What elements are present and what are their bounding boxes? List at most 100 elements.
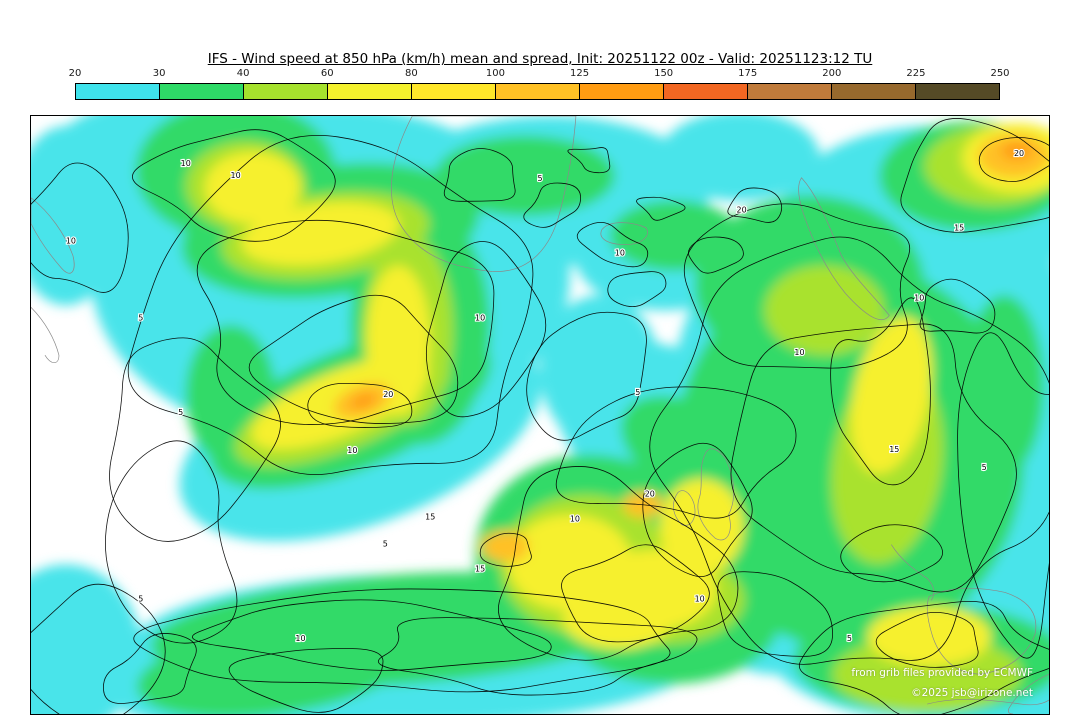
coastline bbox=[31, 307, 60, 364]
spread-contour-line bbox=[103, 633, 197, 704]
contour-label: 15 bbox=[425, 513, 435, 522]
contour-label: 10 bbox=[914, 293, 924, 302]
spread-contour-line bbox=[957, 332, 1049, 659]
spread-contour-line bbox=[523, 182, 581, 228]
contour-label: 5 bbox=[537, 174, 542, 183]
spread-contour-line bbox=[31, 162, 129, 293]
attribution: from grib files provided by ECMWF ©2025 … bbox=[851, 664, 1033, 704]
spread-contour-line bbox=[919, 278, 996, 334]
colorbar-segment bbox=[412, 84, 496, 99]
colorbar-ticks: 20 30 40 60 80 100 125 150 175 200 225 250 bbox=[69, 68, 1010, 81]
coastline bbox=[927, 699, 1049, 706]
coastline bbox=[391, 116, 577, 272]
contour-label: 15 bbox=[475, 564, 485, 573]
spread-contour-line bbox=[307, 382, 413, 428]
wind-field-blob-orange bbox=[350, 392, 377, 410]
contour-label: 20 bbox=[383, 390, 393, 399]
attribution-ecmwf: from grib files provided by ECMWF bbox=[851, 667, 1033, 680]
spread-contour-line bbox=[642, 442, 753, 577]
spread-contour-line bbox=[443, 148, 516, 202]
wind-field-layer bbox=[31, 116, 1049, 714]
spread-contour-line bbox=[717, 571, 833, 657]
contour-label: 20 bbox=[737, 206, 747, 215]
colorbar-tick: 60 bbox=[320, 68, 334, 79]
spread-contour-line bbox=[875, 611, 979, 668]
contour-label: 5 bbox=[178, 408, 183, 417]
colorbar-tick: 80 bbox=[404, 68, 418, 79]
contour-lines-layer bbox=[31, 118, 1049, 714]
wind-field-blob-green bbox=[609, 200, 740, 271]
spread-contour-line bbox=[649, 236, 1049, 665]
colorbar-tick: 30 bbox=[152, 68, 166, 79]
wind-field-blob-yellow bbox=[659, 478, 744, 575]
map-frame: 10 10 10 5 5 20 10 15 5 10 5 15 10 20 10 20 5 10 10 5 10 10 15… bbox=[30, 115, 1050, 715]
contour-label: 20 bbox=[1014, 149, 1024, 158]
wind-field-blob-green bbox=[435, 135, 615, 216]
contour-label: 5 bbox=[982, 463, 987, 472]
spread-contour-line bbox=[425, 241, 547, 418]
colorbar-tick: 250 bbox=[990, 68, 1010, 79]
colorbar-tick: 200 bbox=[822, 68, 842, 79]
spread-contour-line bbox=[727, 187, 783, 223]
contour-label: 10 bbox=[66, 237, 76, 246]
contour-label: 10 bbox=[615, 249, 625, 258]
wind-field-blob-yellow bbox=[867, 606, 992, 667]
colorbar-segment bbox=[580, 84, 664, 99]
coastline bbox=[926, 587, 1037, 675]
colorbar-tick: 150 bbox=[654, 68, 674, 79]
spread-contour-line bbox=[830, 297, 931, 486]
spread-contour-line bbox=[636, 196, 686, 221]
coastline bbox=[31, 197, 75, 274]
spread-contour-line bbox=[900, 118, 1049, 233]
contour-label: 10 bbox=[295, 634, 305, 643]
spread-contour-line bbox=[607, 271, 667, 307]
attribution-copyright: ©2025 jsb@irizone.net bbox=[911, 687, 1033, 700]
contour-label: 10 bbox=[794, 348, 804, 357]
colorbar-segment bbox=[244, 84, 328, 99]
wind-field-blob-orange bbox=[1001, 141, 1034, 160]
contour-label: 10 bbox=[695, 594, 705, 603]
colorbar-segment bbox=[76, 84, 160, 99]
colorbar-segment bbox=[328, 84, 412, 99]
colorbar-segment bbox=[748, 84, 832, 99]
colorbar-tick: 100 bbox=[485, 68, 505, 79]
spread-contour-line bbox=[576, 222, 649, 268]
spread-contour-line bbox=[526, 311, 647, 441]
contour-label: 10 bbox=[475, 313, 485, 322]
wind-speed-map: 10 10 10 5 5 20 10 15 5 10 5 15 10 20 10 20 5 10 10 5 10 10 15… bbox=[31, 116, 1049, 714]
colorbar-segment bbox=[160, 84, 244, 99]
spread-contour-line bbox=[840, 524, 943, 583]
coastlines-layer bbox=[31, 116, 1049, 714]
coastline bbox=[600, 222, 648, 245]
wind-field-blob-yellowgreen bbox=[764, 265, 885, 356]
colorbar-segment bbox=[916, 84, 999, 99]
spread-contour-line bbox=[978, 137, 1049, 182]
contour-label: 5 bbox=[138, 594, 143, 603]
spread-contour-line bbox=[567, 147, 611, 174]
colorbar-segment bbox=[664, 84, 748, 99]
wind-field-blob-yellow bbox=[204, 151, 301, 224]
contour-label: 5 bbox=[383, 540, 388, 549]
contour-label: 10 bbox=[570, 515, 580, 524]
colorbar bbox=[75, 83, 1000, 100]
colorbar-tick: 40 bbox=[236, 68, 250, 79]
spread-contour-line bbox=[228, 648, 384, 713]
contour-label: 5 bbox=[138, 313, 143, 322]
spread-contour-line bbox=[31, 583, 166, 714]
spread-contour-line bbox=[799, 601, 1049, 714]
wind-field-blob-yellow bbox=[562, 589, 673, 650]
spread-contour-line bbox=[105, 440, 238, 644]
wind-field-blob-yellow bbox=[241, 201, 400, 266]
spread-contour-line bbox=[196, 219, 495, 425]
spread-contour-line bbox=[192, 599, 552, 671]
contour-labels-layer: 10 10 10 5 5 20 10 15 5 10 5 15 10 20 10 20 5 10 10 5 10 10 15… bbox=[65, 148, 1025, 645]
wind-field-blob-cyan bbox=[31, 125, 121, 306]
wind-field-blob-yellow bbox=[850, 316, 932, 474]
colorbar-tick: 225 bbox=[906, 68, 926, 79]
wind-field-blob-yellow bbox=[366, 265, 431, 415]
coastline bbox=[1007, 673, 1049, 714]
wind-field-blob-cyan bbox=[659, 116, 820, 201]
contour-label: 10 bbox=[181, 159, 191, 168]
colorbar-segment bbox=[832, 84, 916, 99]
spread-contour-line bbox=[132, 129, 336, 242]
